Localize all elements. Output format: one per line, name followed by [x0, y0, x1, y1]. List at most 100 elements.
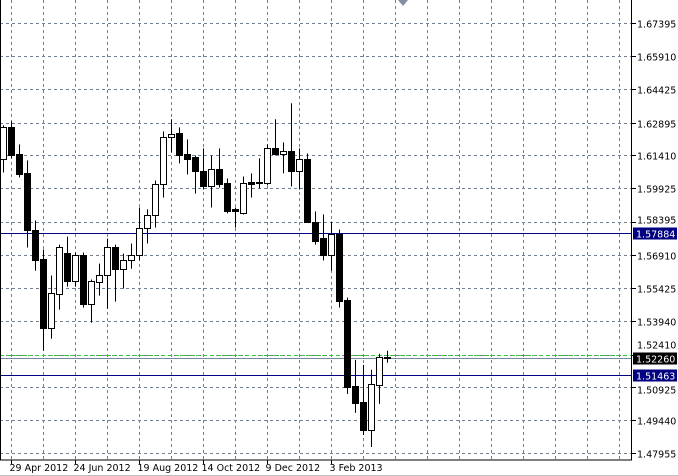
candle: [256, 158, 263, 189]
candle: [136, 207, 143, 261]
candle: [184, 139, 191, 175]
y-tick-label: 1.65910: [637, 53, 676, 64]
time-axis[interactable]: 29 Apr 2012 24 Jun 2012 19 Aug 2012 14 Oct …: [0, 460, 678, 476]
candle-body-bearish: [192, 157, 199, 172]
candle-body-bearish: [344, 300, 351, 388]
candle-body-bullish: [296, 159, 303, 172]
candle: [72, 252, 79, 287]
y-tick-label: 1.59925: [637, 185, 676, 196]
candle: [0, 125, 7, 173]
chart-shift-marker-icon[interactable]: [398, 0, 408, 6]
candle: [88, 279, 95, 323]
y-tick-label: 1.55425: [637, 285, 676, 296]
candle-body-bearish: [360, 402, 367, 431]
candle-body-bullish: [264, 148, 271, 184]
price-axis[interactable]: 1.67395 1.65910 1.64425 1.62895 1.61410 1.599…: [632, 20, 677, 461]
grid: [0, 0, 632, 460]
candle: [224, 178, 231, 214]
candle: [264, 144, 271, 186]
candle: [16, 144, 23, 178]
candle-body-bearish: [248, 182, 255, 185]
candle-body-bullish: [240, 183, 247, 214]
candle-body-bearish: [40, 259, 47, 329]
candle: [296, 148, 303, 190]
candle: [248, 173, 255, 198]
candle: [304, 153, 311, 223]
candle: [144, 209, 151, 244]
candle: [192, 155, 199, 194]
candle-body-bullish: [88, 281, 95, 305]
candle: [360, 364, 367, 436]
candle-body-bullish: [144, 215, 151, 229]
candle-body-bearish: [32, 230, 39, 261]
candle-body-bearish: [384, 357, 391, 359]
x-tick-label: 9 Dec 2012: [266, 463, 321, 474]
candle: [64, 236, 71, 287]
candle: [104, 238, 111, 309]
candle: [128, 243, 135, 269]
candle-body-bullish: [208, 169, 215, 187]
candle: [320, 214, 327, 261]
candle-body-bullish: [168, 134, 175, 138]
x-tick-label: 3 Feb 2013: [330, 463, 383, 474]
bid-price-label-bg: [633, 352, 677, 365]
candle-body-bullish: [152, 184, 159, 216]
candle-body-bearish: [24, 173, 31, 231]
candle: [280, 142, 287, 174]
candle-body-bearish: [184, 154, 191, 160]
candle: [48, 275, 55, 339]
x-tick-label: 29 Apr 2012: [10, 463, 69, 474]
candle: [152, 180, 159, 228]
candle: [96, 263, 103, 296]
candle: [352, 359, 359, 413]
candle-body-bearish: [112, 247, 119, 270]
candle: [216, 148, 223, 188]
x-tick-label: 19 Aug 2012: [138, 463, 199, 474]
candle-body-bearish: [352, 386, 359, 404]
candle-body-bearish: [336, 234, 343, 302]
candle: [240, 176, 247, 215]
y-tick-label: 1.49440: [637, 417, 676, 428]
y-tick-label: 1.64425: [637, 86, 676, 97]
x-tick-label: 24 Jun 2012: [74, 463, 131, 474]
candle-body-bearish: [16, 154, 23, 175]
candle-body-bullish: [328, 234, 335, 256]
candle-body-bullish: [56, 247, 63, 295]
candle-body-bullish: [256, 182, 263, 184]
candle-body-bearish: [224, 183, 231, 212]
candle: [8, 121, 15, 159]
candle-body-bullish: [376, 357, 383, 386]
candle-body-bearish: [64, 253, 71, 282]
y-tick-label: 1.52410: [637, 341, 676, 352]
candle-body-bullish: [136, 228, 143, 256]
candle-body-bullish: [160, 137, 167, 185]
candles: [0, 103, 391, 447]
candle: [376, 353, 383, 404]
candle-body-bullish: [48, 293, 55, 329]
y-tick-label: 1.50925: [637, 386, 676, 397]
candle: [328, 221, 335, 271]
candle-body-bearish: [176, 133, 183, 156]
level-price-label: 1.51463: [636, 372, 675, 383]
candle: [32, 220, 39, 271]
level-price-label: 1.57884: [636, 230, 675, 241]
candle: [160, 131, 167, 198]
candle-body-bearish: [288, 151, 295, 172]
candle: [120, 253, 127, 289]
candle-body-bearish: [216, 169, 223, 185]
candle-body-bullish: [128, 255, 135, 261]
candle: [80, 252, 87, 308]
candle: [272, 119, 279, 156]
candle: [232, 207, 239, 228]
candle-body-bearish: [272, 148, 279, 155]
y-tick-label: 1.67395: [637, 20, 676, 31]
candle-body-bullish: [96, 275, 103, 283]
y-tick-label: 1.61410: [637, 152, 676, 163]
x-tick-label: 14 Oct 2012: [202, 463, 261, 474]
candle-body-bearish: [200, 171, 207, 187]
candle-body-bearish: [80, 255, 87, 305]
level-price-label-bg: [633, 369, 677, 382]
y-tick-label: 1.47955: [637, 450, 676, 461]
candle-body-bullish: [104, 247, 111, 276]
